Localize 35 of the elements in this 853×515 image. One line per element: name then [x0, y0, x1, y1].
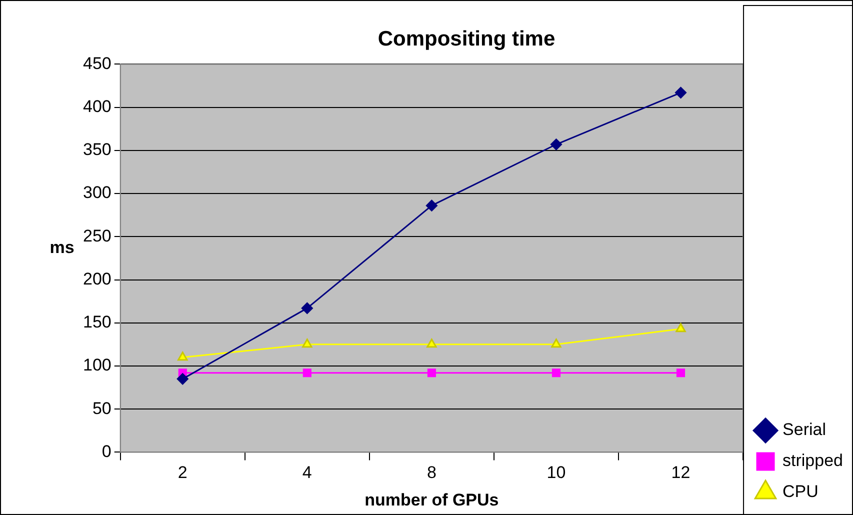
legend-label: CPU — [782, 482, 818, 502]
point — [551, 338, 562, 348]
x-tick-label: 10 — [546, 463, 566, 482]
point — [676, 368, 686, 378]
x-tick-label: 2 — [178, 463, 188, 482]
point — [427, 368, 436, 378]
y-tick-label: 400 — [82, 97, 112, 116]
x-tick-label: 8 — [426, 463, 436, 482]
legend-label: stripped — [782, 451, 844, 470]
y-tick-label: 50 — [92, 398, 112, 418]
legend-label: Serial — [782, 420, 826, 440]
y-tick-label: 150 — [82, 312, 112, 332]
y-tick-label: 450 — [82, 54, 112, 73]
point — [302, 368, 312, 378]
y-tick-label: 300 — [82, 183, 112, 202]
x-tick-label: 4 — [302, 463, 312, 482]
chart-title: Compositing time — [378, 27, 556, 50]
x-tick-label: 12 — [671, 463, 690, 482]
point — [675, 86, 687, 98]
y-tick-label: 100 — [82, 356, 112, 375]
y-tick-label: 0 — [102, 442, 112, 461]
point — [426, 338, 437, 348]
y-axis-title: ms — [50, 238, 74, 257]
point — [178, 352, 188, 361]
y-tick-label: 200 — [82, 269, 112, 288]
point — [302, 338, 312, 348]
point — [301, 302, 313, 314]
y-tick-label: 350 — [82, 140, 112, 160]
point — [676, 323, 686, 332]
y-tick-label: 250 — [82, 226, 112, 246]
x-axis-title: number of GPUs — [364, 490, 499, 510]
point — [550, 138, 562, 150]
point — [176, 373, 188, 385]
point — [426, 200, 438, 212]
point — [552, 368, 561, 378]
